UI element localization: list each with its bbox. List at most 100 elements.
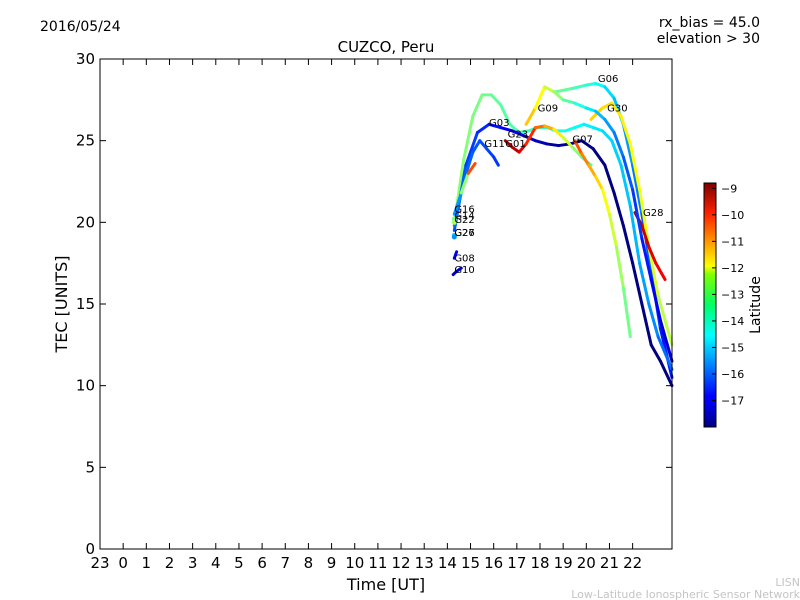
series-segment — [603, 117, 616, 134]
series-segment — [631, 261, 644, 306]
series-segment — [610, 139, 623, 167]
series-segment — [503, 139, 514, 149]
x-axis-label: Time [UT] — [346, 575, 425, 594]
series-segment — [614, 245, 625, 290]
y-axis: 0 5 10 15 20 25 30 — [76, 50, 672, 558]
series-label-g26: G26 — [454, 228, 474, 239]
series-label-g06: G06 — [598, 74, 618, 85]
series-segment — [508, 122, 521, 134]
y-tick-label: 0 — [85, 540, 95, 558]
series-segment — [570, 83, 588, 90]
series-segment — [638, 261, 651, 306]
series-segment — [533, 124, 547, 130]
series-segment — [647, 302, 660, 339]
x-tick-label: 11 — [368, 554, 387, 572]
series-segment — [517, 129, 530, 134]
colorbar-tick-label: −13 — [721, 288, 744, 301]
x-tick-label: 5 — [234, 554, 244, 572]
series-g07 — [573, 139, 632, 339]
colorbar-tick-label: −15 — [721, 341, 744, 354]
y-tick-label: 15 — [76, 295, 95, 313]
series-label-g16: G16 — [454, 205, 474, 216]
series-segment — [640, 302, 653, 347]
series-label-g22: G22 — [454, 215, 474, 226]
series-segment — [455, 266, 463, 273]
series-segment — [492, 155, 500, 167]
colorbar-tick-label: −16 — [721, 368, 744, 381]
series-segment — [621, 286, 632, 339]
series-segment — [621, 155, 635, 192]
x-tick-label: 20 — [577, 554, 596, 572]
x-tick-label: 2 — [165, 554, 175, 572]
x-tick-label: 22 — [623, 554, 642, 572]
series-g16 — [452, 162, 477, 216]
y-tick-label: 25 — [76, 132, 95, 150]
series-segment — [654, 261, 667, 281]
x-tick-label: 1 — [142, 554, 152, 572]
colorbar-tick-label: −11 — [721, 235, 744, 248]
series-segment — [619, 114, 632, 146]
series-segment — [543, 124, 556, 131]
colorbar-tick-label: −9 — [721, 182, 737, 195]
series-segment — [459, 171, 470, 195]
series-label-g08: G08 — [454, 254, 474, 265]
series-segment — [631, 163, 644, 216]
series-segment — [485, 147, 496, 159]
series-segment — [621, 224, 635, 265]
series-point — [451, 219, 457, 225]
y-axis-label: TEC [UNITS] — [52, 256, 71, 354]
elevation-label: elevation > 30 — [657, 31, 760, 47]
x-tick-label: 8 — [304, 554, 314, 572]
series-segment — [601, 129, 614, 143]
series-segment — [640, 237, 653, 281]
series-segment — [510, 129, 526, 138]
colorbar-fill — [703, 182, 717, 428]
chart-title: CUZCO, Peru — [338, 38, 435, 56]
series-segment — [563, 126, 577, 133]
series-segment — [573, 122, 586, 130]
series-g22 — [451, 219, 457, 225]
rx-bias-label: rx_bias = 45.0 — [659, 15, 760, 31]
x-tick-label: 16 — [484, 554, 503, 572]
series-segment — [561, 98, 577, 105]
series-segment — [552, 127, 565, 139]
colorbar-tick-label: −10 — [721, 209, 744, 222]
series-segment — [594, 109, 607, 121]
series-segment — [640, 224, 651, 249]
series-segment — [601, 101, 614, 110]
series-segment — [573, 139, 584, 156]
x-tick-label: 13 — [415, 554, 434, 572]
series-segment — [570, 145, 584, 159]
series-segment — [462, 150, 475, 183]
series-segment — [658, 359, 674, 388]
series-label-g07: G07 — [572, 134, 592, 145]
series-g08 — [452, 250, 459, 260]
series-segment — [466, 162, 477, 175]
series-segment — [499, 126, 514, 133]
x-tick-label: 23 — [90, 554, 109, 572]
series-segment — [471, 93, 484, 118]
y-tick-label: 30 — [76, 50, 95, 68]
footer-network: Low-Latitude Ionospheric Sensor Network — [571, 588, 800, 600]
series-g09 — [524, 85, 674, 363]
series-segment — [610, 101, 623, 118]
colorbar-tick-label: −12 — [721, 262, 744, 275]
series-segment — [543, 85, 556, 94]
x-tick-label: 19 — [554, 554, 573, 572]
series-segment — [561, 135, 574, 149]
series-segment — [517, 142, 528, 154]
series-segment — [587, 163, 598, 179]
series-segment — [475, 122, 491, 134]
x-tick-label: 9 — [327, 554, 337, 572]
x-tick-label: 15 — [461, 554, 480, 572]
y-tick-label: 10 — [76, 377, 95, 395]
series-label-g01: G01 — [505, 139, 525, 150]
x-tick-label: 14 — [438, 554, 457, 572]
series-label-g28: G28 — [643, 208, 663, 219]
series-segment — [452, 250, 459, 260]
series-segment — [524, 126, 537, 146]
series-segment — [649, 278, 662, 322]
x-tick-label: 4 — [211, 554, 221, 572]
